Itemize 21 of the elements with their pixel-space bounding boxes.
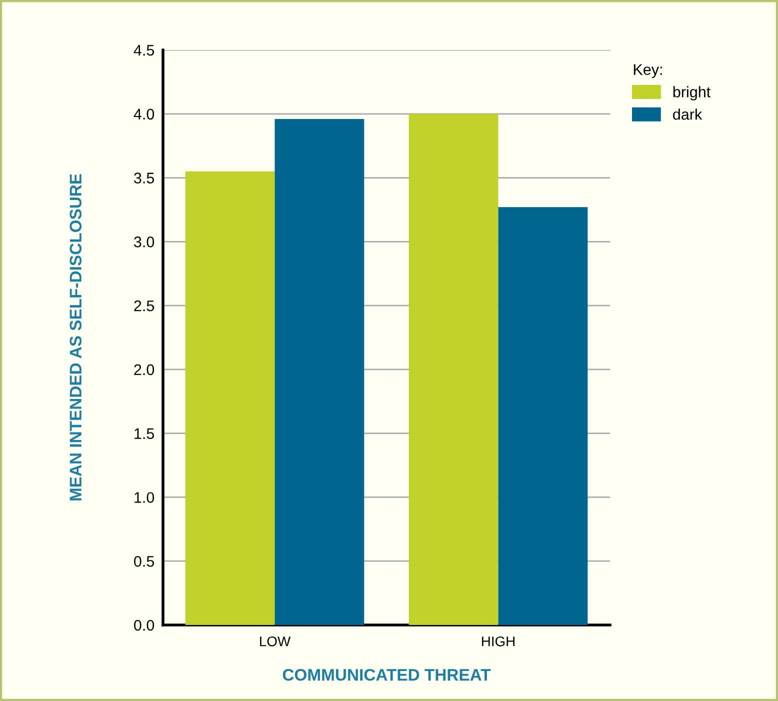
- y-tick-label: 0.0: [134, 620, 154, 631]
- y-tick-label: 4.5: [134, 45, 154, 56]
- x-tick-label: HIGH: [482, 636, 514, 646]
- y-tick-label: 0.5: [134, 556, 154, 567]
- y-tick-label: 3.5: [134, 172, 154, 184]
- y-axis-title: MEAN INTENDED AS SELF-DISCLOSURE: [70, 174, 82, 500]
- y-tick-label: 2.0: [134, 364, 154, 376]
- y-tick-label: 2.5: [134, 300, 154, 312]
- y-tick-label: 1.5: [134, 428, 154, 440]
- x-axis-title: COMMUNICATED THREAT: [282, 668, 491, 681]
- x-tick-label: LOW: [260, 636, 291, 646]
- bar: [274, 119, 364, 625]
- bar: [498, 207, 588, 625]
- legend-label: bright: [673, 86, 711, 100]
- y-tick-label: 1.0: [134, 492, 154, 503]
- y-tick-label: 3.0: [134, 236, 154, 248]
- legend-title: Key:: [634, 64, 662, 78]
- y-tick-label: 4.0: [134, 108, 154, 120]
- legend-label: dark: [673, 108, 702, 120]
- bar: [408, 114, 498, 625]
- bar: [185, 171, 275, 625]
